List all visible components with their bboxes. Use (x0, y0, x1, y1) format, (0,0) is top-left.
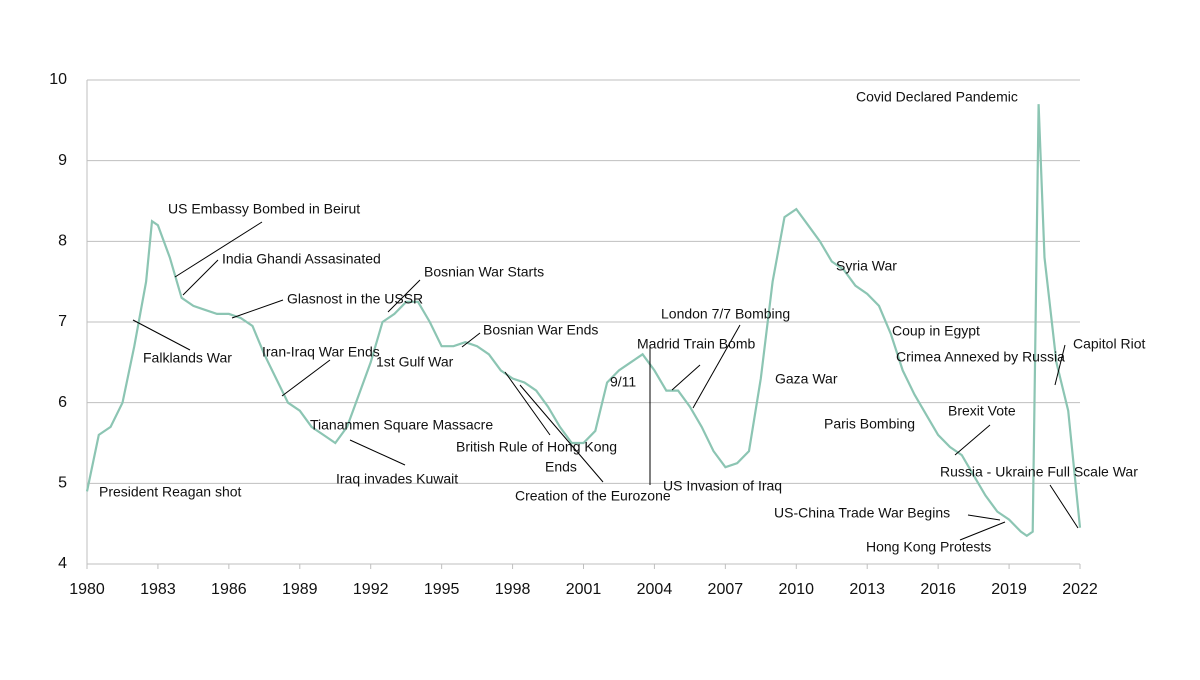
annotation: US-China Trade War Begins (774, 505, 950, 521)
annotation: Hong Kong Protests (866, 539, 991, 555)
x-tick-label: 2022 (1062, 581, 1098, 598)
y-tick-label: 5 (58, 475, 67, 492)
x-tick-label: 2010 (778, 581, 814, 598)
y-tick-label: 4 (58, 555, 67, 572)
x-tick-label: 1998 (495, 581, 531, 598)
y-tick-label: 9 (58, 152, 67, 169)
annotation: Bosnian War Starts (424, 264, 544, 280)
annotation-leader (504, 371, 551, 436)
annotation: Covid Declared Pandemic (856, 89, 1018, 105)
annotation: Falklands War (143, 350, 232, 366)
x-tick-label: 2016 (920, 581, 956, 598)
annotation: Madrid Train Bomb (637, 336, 755, 352)
annotation: Paris Bombing (824, 416, 915, 432)
annotation: Iran-Iraq War Ends (262, 344, 380, 360)
x-tick-label: 2004 (637, 581, 673, 598)
annotation: Capitol Riot (1073, 336, 1145, 352)
annotation: Crimea Annexed by Russia (896, 349, 1065, 365)
annotation: London 7/7 Bombing (661, 306, 790, 322)
y-tick-label: 7 (58, 313, 67, 330)
annotation-leader (954, 424, 991, 456)
y-tick-label: 8 (58, 233, 67, 250)
annotation-leader (959, 521, 1006, 541)
annotation-leader (461, 332, 481, 348)
x-tick-label: 1995 (424, 581, 460, 598)
annotation-leader (231, 299, 284, 319)
x-tick-label: 1989 (282, 581, 318, 598)
annotation: Iraq invades Kuwait (336, 471, 458, 487)
y-tick-label: 10 (49, 71, 67, 88)
annotation: India Ghandi Assasinated (222, 251, 381, 267)
annotation: Brexit Vote (948, 403, 1016, 419)
annotation-leader (132, 319, 191, 351)
x-tick-label: 2019 (991, 581, 1027, 598)
annotation: Glasnost in the USSR (287, 291, 423, 307)
annotation: Gaza War (775, 371, 838, 387)
annotation: Bosnian War Ends (483, 322, 598, 338)
annotation-leader (519, 384, 604, 483)
annotation: 9/11 (610, 374, 636, 390)
annotation-leader (967, 514, 1001, 521)
annotation: British Rule of Hong Kong (456, 439, 617, 455)
annotation: President Reagan shot (99, 484, 242, 500)
annotation-leader (1054, 344, 1066, 386)
annotation: Syria War (836, 258, 897, 274)
x-tick-label: 2007 (708, 581, 744, 598)
annotation: US Invasion of Iraq (663, 478, 782, 494)
x-tick-label: 2001 (566, 581, 602, 598)
x-tick-label: 1992 (353, 581, 389, 598)
x-tick-label: 2013 (849, 581, 885, 598)
annotation: Creation of the Eurozone (515, 488, 671, 504)
annotation: Russia - Ukraine Full Scale War (940, 464, 1138, 480)
x-tick-label: 1983 (140, 581, 176, 598)
y-tick-label: 6 (58, 394, 67, 411)
annotation: 1st Gulf War (376, 354, 454, 370)
annotation: Ends (545, 459, 577, 475)
x-tick-label: 1986 (211, 581, 247, 598)
annotation-leader (692, 324, 741, 409)
annotation-leader (281, 359, 331, 397)
annotation: Tiananmen Square Massacre (310, 417, 493, 433)
annotation-leader (174, 221, 263, 278)
annotation-leader (387, 279, 421, 313)
annotation-leader (1049, 484, 1079, 529)
annotation: Coup in Egypt (892, 323, 980, 339)
annotation: US Embassy Bombed in Beirut (168, 201, 360, 217)
series-line (85, 104, 1082, 538)
annotation-leader (182, 259, 219, 296)
annotation-leader (349, 439, 406, 466)
x-tick-label: 1980 (69, 581, 105, 598)
annotation-leader (671, 364, 701, 391)
